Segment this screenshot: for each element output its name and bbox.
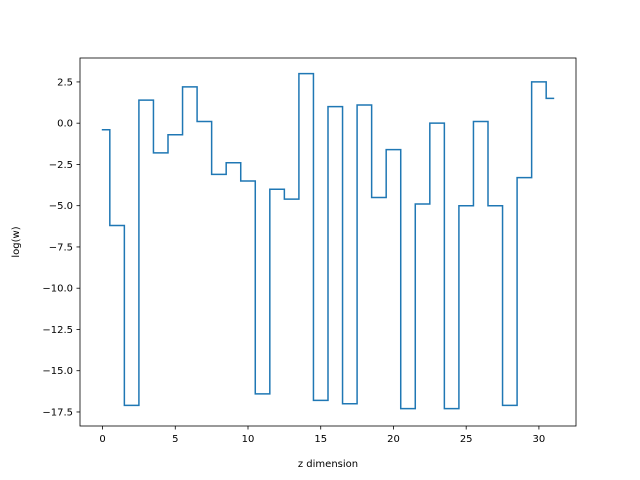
y-tick-label: −15.0 (42, 366, 73, 377)
x-tick-label: 30 (533, 434, 546, 445)
y-tick-label: −7.5 (49, 242, 73, 253)
x-tick-label: 0 (99, 434, 105, 445)
y-tick-label: −17.5 (42, 407, 73, 418)
series-line (101, 72, 555, 410)
x-tick-label: 5 (172, 434, 178, 445)
x-axis-ticks: 0 5 10 15 20 25 30 (99, 426, 545, 445)
y-tick-label: −5.0 (49, 201, 73, 212)
x-tick-label: 25 (460, 434, 473, 445)
x-tick-label: 10 (242, 434, 255, 445)
y-tick-label: 0.0 (57, 119, 73, 130)
y-axis-ticks: 2.5 0.0 −2.5 −5.0 −7.5 −10.0 −12.5 −15.0 −17.5 (42, 77, 80, 418)
y-tick-label: −12.5 (42, 325, 73, 336)
plot-frame (79, 57, 577, 427)
y-tick-label: −10.0 (42, 284, 73, 295)
x-axis-label: z dimension (298, 459, 358, 470)
x-tick-label: 15 (314, 434, 327, 445)
y-tick-label: −2.5 (49, 160, 73, 171)
y-axis-label: log(w) (11, 226, 22, 257)
x-tick-label: 20 (387, 434, 400, 445)
y-tick-label: 2.5 (57, 77, 73, 88)
plot-series (101, 72, 555, 410)
